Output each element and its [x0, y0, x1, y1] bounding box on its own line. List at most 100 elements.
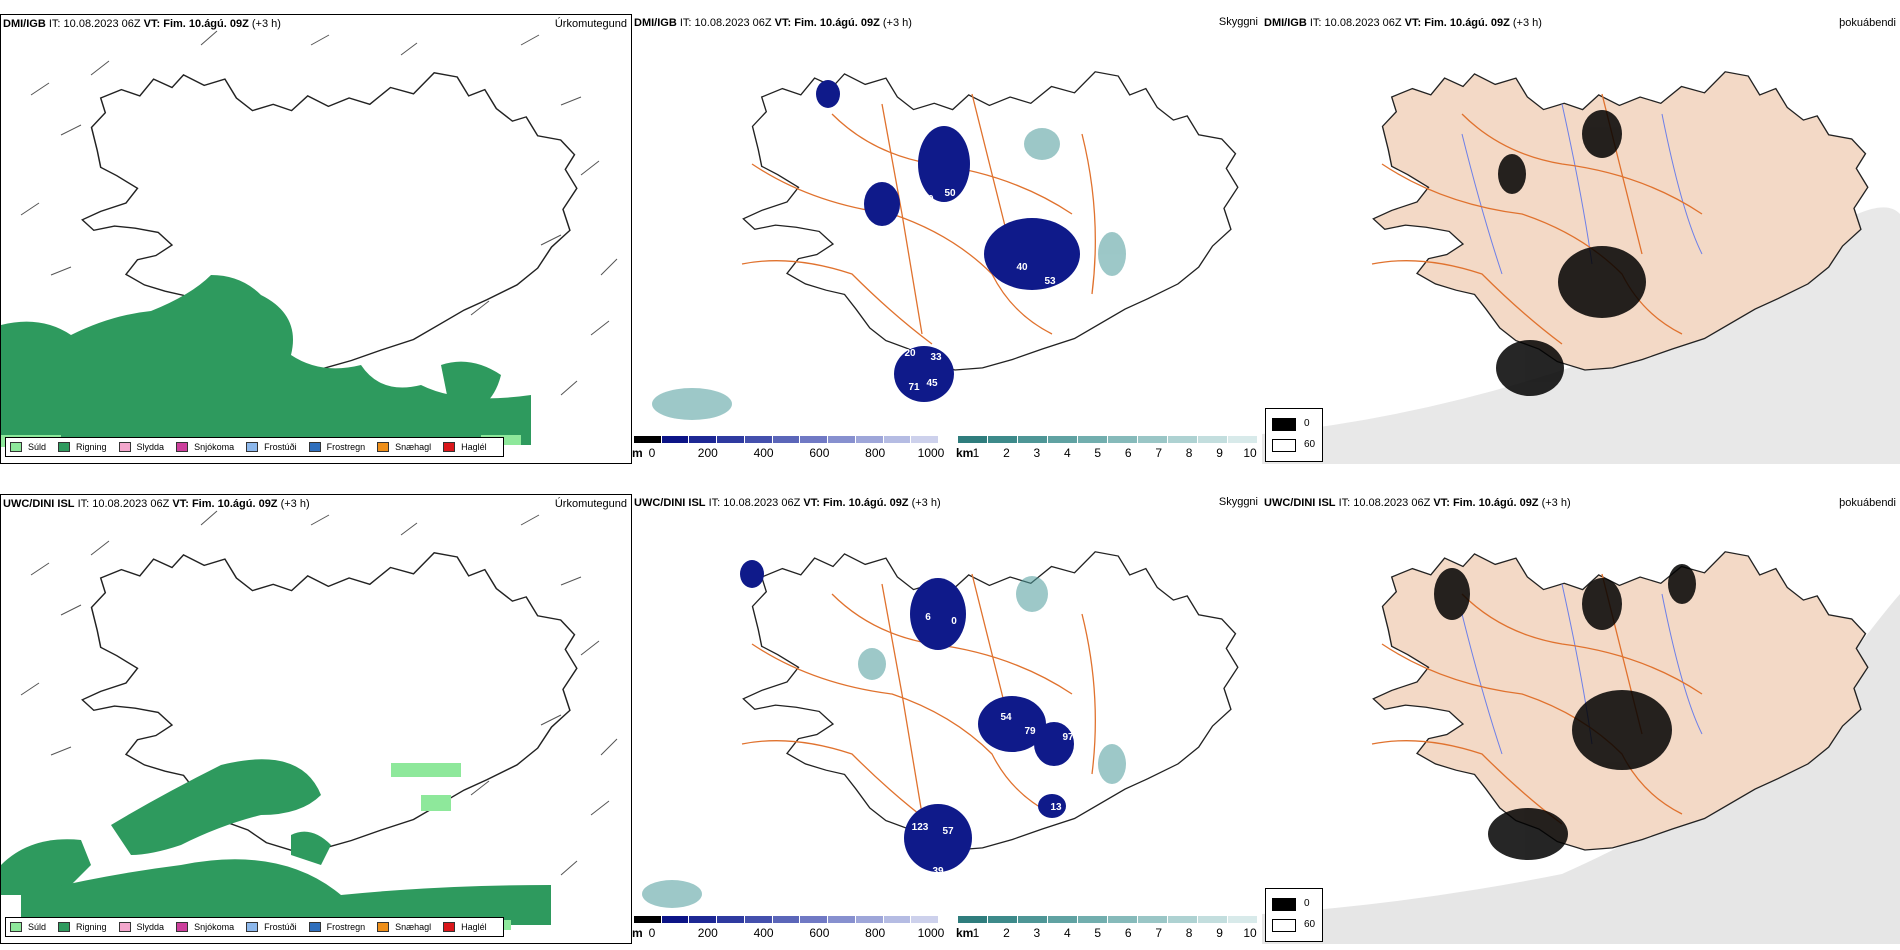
cloud-areas	[816, 80, 1080, 402]
legend-item: Snjókoma	[176, 922, 234, 932]
colorbar-segment	[1078, 916, 1108, 923]
colorbar-segment	[1048, 916, 1078, 923]
colorbar-tick: 10	[1243, 446, 1257, 460]
colorbar-tick: 0	[648, 446, 656, 460]
fog-map-top	[1262, 71, 1900, 464]
cloud-value-label: 39	[932, 866, 944, 877]
cloud-value-label: 71	[908, 382, 920, 393]
fog-legend-dark-swatch	[1272, 898, 1296, 911]
legend-label: Slydda	[136, 442, 165, 452]
colorbar-segment	[717, 916, 745, 923]
rain-areas	[1, 759, 551, 925]
colorbar-tick: 7	[1155, 926, 1162, 940]
precip-title-bottom: UWC/DINI ISL IT: 10.08.2023 06Z VT: Fim.…	[3, 498, 310, 510]
fog-legend-light-label: 60	[1304, 919, 1316, 930]
cloud-base-colorbar-bottom: m 0 200 400 600 800 1000	[632, 916, 944, 940]
legend-swatch	[308, 442, 321, 452]
colorbar-tick: 1	[972, 446, 980, 460]
cloud-title-bottom: UWC/DINI ISL IT: 10.08.2023 06Z VT: Fim.…	[634, 497, 941, 509]
colorbar-segment	[1198, 436, 1228, 443]
colorbar-segment	[1108, 916, 1138, 923]
colorbar-segment	[988, 436, 1018, 443]
colorbar-tick: 3	[1033, 926, 1041, 940]
colorbar-segment	[661, 916, 690, 923]
cloud-value-label: 6	[925, 612, 931, 623]
legend-swatch	[308, 922, 321, 932]
legend-swatch	[377, 922, 390, 932]
legend-label: Frostregn	[326, 442, 366, 452]
colorbar-unit: m	[632, 926, 643, 940]
colorbar-tick: 9	[1216, 446, 1223, 460]
cloud-areas	[740, 560, 1074, 872]
fog-legend-light-label: 60	[1304, 439, 1316, 450]
colorbar-unit: km	[956, 926, 974, 940]
fog-title-bottom: UWC/DINI ISL IT: 10.08.2023 06Z VT: Fim.…	[1264, 497, 1571, 509]
cloud-panel-bottom: 6 0 28 54 79 97 123 57 39 13 UWC/DINI IS…	[632, 494, 1262, 944]
legend-label: Snæhagl	[395, 442, 432, 452]
legend-item: Súld	[10, 442, 46, 452]
cloud-value-label: 50	[944, 188, 956, 199]
colorbar-tick: 3	[1033, 446, 1041, 460]
precip-param-label-top: Úrkomutegund	[554, 18, 627, 30]
colorbar-segment	[800, 436, 829, 443]
roads	[1371, 573, 1703, 825]
colorbar-segment	[634, 916, 662, 923]
cloud-value-label: 97	[1062, 732, 1074, 743]
cloud-value-labels: 50 10 11 26 40 53 20 33 45 71	[904, 166, 1058, 393]
cloud-value-label: 123	[912, 822, 929, 833]
fog-panel-bottom: UWC/DINI ISL IT: 10.08.2023 06Z VT: Fim.…	[1262, 494, 1900, 944]
legend-label: Rigning	[76, 922, 107, 932]
colorbar-tick: 800	[865, 446, 886, 460]
colorbar-segment	[828, 436, 856, 443]
colorbar-segment	[1108, 436, 1138, 443]
colorbar-segment	[744, 436, 773, 443]
legend-label: Haglél	[461, 922, 487, 932]
precip-legend-bottom: Súld Rigning Slydda Snjókoma Frostúði Frostre…	[5, 917, 504, 937]
legend-label: Frostúði	[264, 442, 297, 452]
colorbar-tick: 600	[809, 926, 830, 940]
colorbar-segment	[1018, 916, 1048, 923]
colorbar-segment	[772, 436, 801, 443]
legend-swatch	[443, 922, 456, 932]
colorbar-segment	[800, 916, 829, 923]
visibility-colorbar-top: km 1 2 3 4 5 6 7 8 9 10	[956, 436, 1258, 460]
cloud-value-label: 20	[904, 348, 916, 359]
colorbar-tick: 200	[697, 446, 718, 460]
colorbar-segment	[958, 436, 988, 443]
wind-barbs	[20, 30, 618, 396]
cloud-param-label-bottom: Skyggni	[1218, 496, 1258, 508]
cloud-value-label: 45	[926, 378, 938, 389]
colorbar-segment	[883, 916, 912, 923]
fog-areas	[1496, 110, 1646, 396]
fog-legend-bottom: 0 60	[1265, 888, 1323, 942]
colorbar-segment	[744, 916, 773, 923]
wind-barbs	[20, 510, 618, 876]
colorbar-segment	[689, 916, 718, 923]
legend-item: Snjókoma	[176, 442, 234, 452]
legend-swatch	[58, 442, 71, 452]
precip-map-top	[1, 30, 618, 447]
colorbar-segment	[958, 916, 988, 923]
colorbar-tick: 8	[1185, 926, 1193, 940]
legend-swatch	[10, 442, 22, 452]
colorbar-tick: 5	[1094, 926, 1102, 940]
legend-item: Frostregn	[308, 442, 366, 452]
colorbar-tick: 10	[1243, 926, 1257, 940]
cloud-value-label: 13	[1050, 802, 1062, 813]
colorbar-tick: 7	[1155, 446, 1162, 460]
cloud-value-label: 33	[930, 352, 942, 363]
legend-swatch	[176, 442, 189, 452]
colorbar-tick: 6	[1124, 926, 1132, 940]
cloud-value-label: 57	[942, 826, 954, 837]
colorbar-tick: 9	[1216, 926, 1223, 940]
legend-label: Frostúði	[264, 922, 297, 932]
fog-title-top: DMI/IGB IT: 10.08.2023 06Z VT: Fim. 10.á…	[1264, 17, 1542, 29]
colorbar-tick: 1000	[917, 926, 945, 940]
precip-legend-top: Súld Rigning Slydda Snjókoma Frostúði Frostre…	[5, 437, 504, 457]
fog-param-label-bottom: þokuábendi	[1839, 497, 1896, 509]
rain-areas	[1, 275, 531, 445]
colorbar-tick: 200	[697, 926, 718, 940]
colorbar-segment	[988, 916, 1018, 923]
colorbar-tick: 8	[1185, 446, 1193, 460]
colorbar-segment	[1018, 436, 1048, 443]
